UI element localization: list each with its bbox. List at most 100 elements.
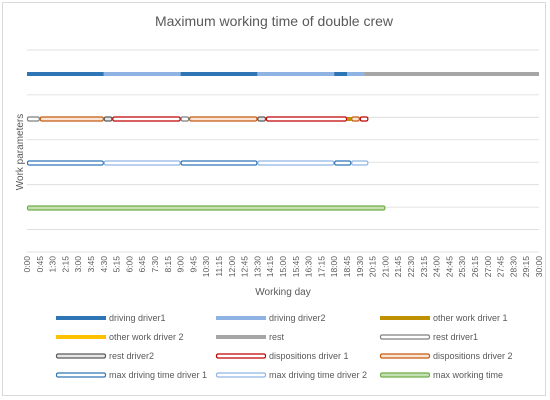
x-tick-label: 17:15 (316, 256, 326, 278)
x-tick-label: 5:15 (112, 256, 122, 273)
legend-label: driving driver1 (109, 313, 166, 323)
x-tick-label: 9:00 (176, 256, 186, 273)
bar-driving-driver1 (180, 72, 258, 76)
legend-label: dispositions driver 1 (269, 351, 349, 361)
x-tick-label: 27:00 (483, 256, 493, 278)
legend-label: rest (269, 332, 285, 342)
x-tick-label: 3:45 (86, 256, 96, 273)
legend-swatch (379, 353, 431, 359)
legend-label: rest driver1 (433, 332, 478, 342)
x-tick-label: 21:00 (380, 256, 390, 278)
legend-swatch (56, 335, 106, 339)
bar-rest-driver2 (257, 116, 267, 122)
x-tick-label: 20:15 (368, 256, 378, 278)
x-tick-label: 24:45 (444, 256, 454, 278)
x-tick-label: 10:30 (201, 256, 211, 278)
bar-dispositions-driver-2 (39, 116, 104, 122)
bar-driving-driver2 (103, 72, 181, 76)
legend-item: other work driver 1 (380, 313, 508, 323)
legend-swatch (379, 334, 431, 340)
bar-dispositions-driver-2 (189, 116, 258, 122)
x-tick-label: 6:00 (124, 256, 134, 273)
x-tick-label: 18:45 (342, 256, 352, 278)
bar-driving-driver2 (347, 72, 365, 76)
bar-max-working-time (26, 205, 386, 211)
legend-swatch (55, 372, 107, 378)
legend-item: other work driver 2 (56, 332, 184, 342)
x-tick-label: 30:00 (534, 256, 544, 278)
bar-dispositions-driver-1 (112, 116, 181, 122)
x-tick-label: 15:00 (278, 256, 288, 278)
bar-driving-driver2 (257, 72, 335, 76)
x-tick-label: 19:30 (355, 256, 365, 278)
legend-item: max driving time driver 2 (215, 370, 367, 380)
legend-swatch (216, 316, 266, 320)
x-axis-label: Working day (255, 287, 310, 298)
bar-max-driving-time-driver-1 (26, 160, 104, 166)
x-tick-label: 11:15 (214, 256, 224, 277)
legend-label: other work driver 1 (433, 313, 508, 323)
legend-item: rest driver2 (55, 351, 154, 361)
x-tick-label: 27:45 (496, 256, 506, 278)
bar-other-work-driver-1 (347, 117, 352, 121)
x-tick-label: 12:00 (227, 256, 237, 278)
legend-label: max working time (433, 370, 503, 380)
bar-dispositions-driver-1 (359, 116, 369, 122)
bar-rest-driver1 (180, 116, 190, 122)
bar-max-driving-time-driver-1 (180, 160, 258, 166)
x-tick-label: 8:15 (163, 256, 173, 273)
x-tick-label: 28:30 (508, 256, 518, 278)
bar-max-driving-time-driver-2 (257, 160, 335, 166)
x-tick-label: 0:45 (35, 256, 45, 273)
x-tick-label: 4:30 (99, 256, 109, 273)
legend-swatch (56, 316, 106, 320)
legend-item: max driving time driver 1 (55, 370, 207, 380)
legend-item: rest (216, 332, 285, 342)
legend-label: rest driver2 (109, 351, 154, 361)
x-tick-label: 23:15 (419, 256, 429, 278)
chart-frame (2, 2, 546, 396)
x-tick-label: 14:15 (265, 256, 275, 278)
x-tick-label: 16:30 (304, 256, 314, 278)
legend-swatch (380, 316, 430, 320)
bar-driving-driver1 (334, 72, 347, 76)
bar-rest (364, 72, 539, 76)
legend-swatch (379, 372, 431, 378)
legend-item: dispositions driver 2 (379, 351, 513, 361)
bar-max-driving-time-driver-2 (103, 160, 181, 166)
gantt-bars (26, 72, 539, 211)
x-tick-label: 18:00 (329, 256, 339, 278)
legend-label: max driving time driver 1 (109, 370, 207, 380)
x-tick-label: 29:15 (521, 256, 531, 278)
legend-swatch (215, 372, 267, 378)
x-tick-label: 1:30 (48, 256, 58, 273)
x-tick-label: 3:00 (73, 256, 83, 273)
legend-item: dispositions driver 1 (215, 351, 349, 361)
x-tick-label: 6:45 (137, 256, 147, 273)
gridlines (27, 49, 539, 253)
legend-item: driving driver2 (216, 313, 326, 323)
legend-swatch (215, 353, 267, 359)
legend-label: dispositions driver 2 (433, 351, 513, 361)
bar-dispositions-driver-1 (265, 116, 348, 122)
legend-label: driving driver2 (269, 313, 326, 323)
x-tick-label: 22:30 (406, 256, 416, 278)
legend-swatch (216, 335, 266, 339)
x-tick-label: 26:15 (470, 256, 480, 278)
x-tick-label: 25:30 (457, 256, 467, 278)
x-tick-label: 9:45 (188, 256, 198, 273)
y-axis-label: Work parameters (15, 114, 26, 191)
legend-item: max working time (379, 370, 503, 380)
bar-rest-driver1 (26, 116, 40, 122)
x-tick-label: 15:45 (291, 256, 301, 278)
legend-item: rest driver1 (379, 332, 478, 342)
bar-driving-driver1 (27, 72, 104, 76)
chart-title: Maximum working time of double crew (155, 13, 394, 29)
x-tick-label: 2:15 (60, 256, 70, 273)
bar-dispositions-driver-2 (351, 116, 360, 122)
legend-item: driving driver1 (56, 313, 166, 323)
x-tick-label: 24:00 (432, 256, 442, 278)
x-tick-label: 12:45 (240, 256, 250, 278)
x-tick-label: 21:45 (393, 256, 403, 278)
